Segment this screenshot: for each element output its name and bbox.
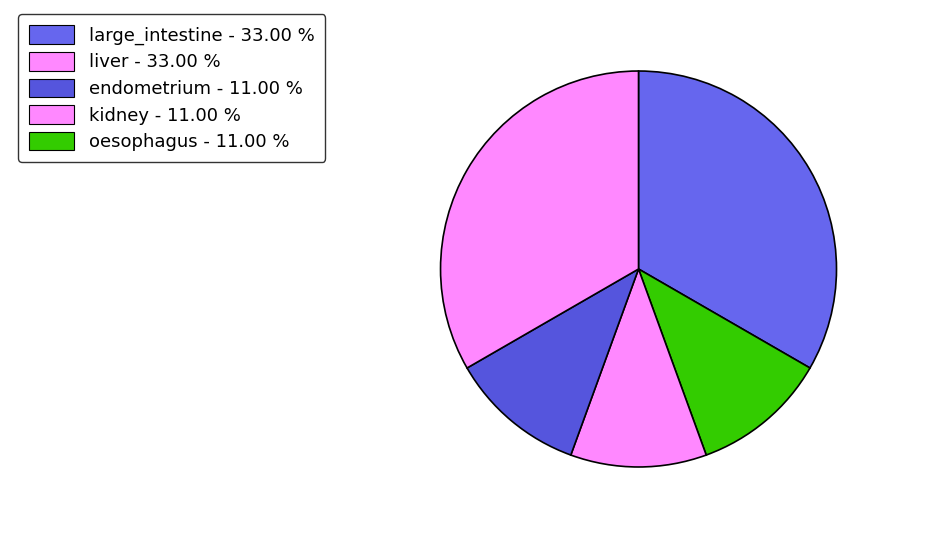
Wedge shape (440, 71, 639, 368)
Wedge shape (639, 71, 837, 368)
Wedge shape (467, 269, 639, 455)
Legend: large_intestine - 33.00 %, liver - 33.00 %, endometrium - 11.00 %, kidney - 11.0: large_intestine - 33.00 %, liver - 33.00… (19, 15, 326, 162)
Wedge shape (571, 269, 706, 467)
Wedge shape (639, 269, 810, 455)
